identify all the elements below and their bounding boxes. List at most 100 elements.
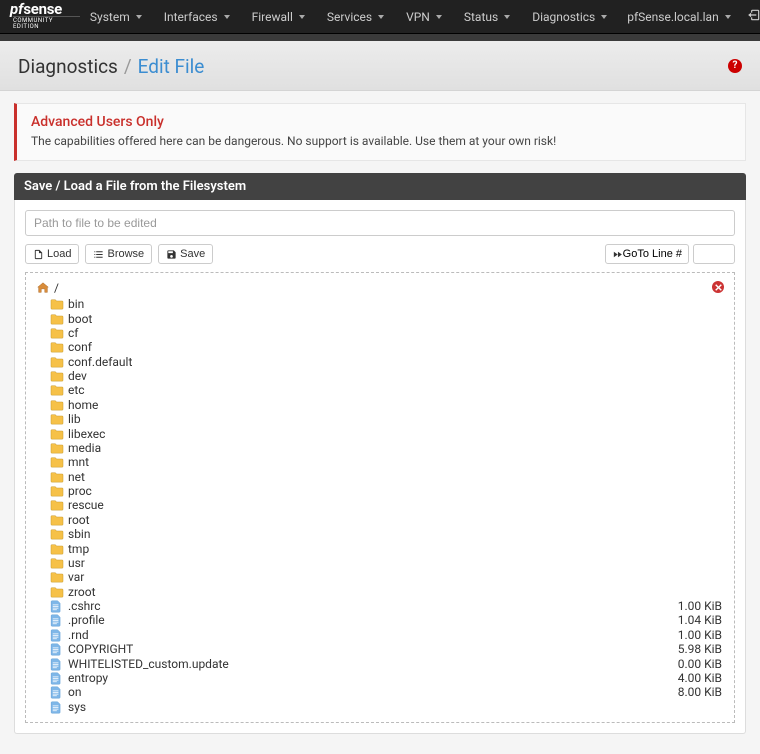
- item-name: cf: [68, 326, 724, 340]
- save-button[interactable]: Save: [158, 244, 213, 264]
- file-row[interactable]: .profile1.04 KiB: [50, 613, 724, 627]
- folder-row[interactable]: sbin: [50, 527, 724, 541]
- item-name: bin: [68, 297, 724, 311]
- folder-row[interactable]: home: [50, 398, 724, 412]
- logout-icon: [747, 8, 760, 22]
- load-button[interactable]: Load: [25, 244, 79, 264]
- brand-main: sense: [23, 2, 62, 17]
- folder-row[interactable]: etc: [50, 383, 724, 397]
- file-row[interactable]: WHITELISTED_custom.update0.00 KiB: [50, 656, 724, 670]
- nav-hostname[interactable]: pfSense.local.lan: [617, 2, 740, 32]
- navbar-shadow: [0, 33, 760, 41]
- panel-header: Save / Load a File from the Filesystem: [14, 173, 746, 200]
- folder-icon: [50, 543, 64, 555]
- nav-item-system[interactable]: System: [80, 2, 152, 32]
- warning-alert: Advanced Users Only The capabilities off…: [14, 103, 746, 161]
- brand[interactable]: pf sense COMMUNITY EDITION: [10, 2, 80, 31]
- file-icon: [50, 643, 64, 655]
- item-name: conf: [68, 340, 724, 354]
- folder-row[interactable]: root: [50, 513, 724, 527]
- file-path-input[interactable]: [25, 210, 735, 236]
- item-name: zroot: [68, 585, 724, 599]
- close-icon: [715, 284, 722, 291]
- file-list: binbootcfconfconf.defaultdevetchomelibli…: [36, 297, 724, 714]
- item-name: boot: [68, 312, 724, 326]
- folder-row[interactable]: libexec: [50, 426, 724, 440]
- breadcrumb-sub[interactable]: Edit File: [138, 55, 205, 78]
- hostname-label: pfSense.local.lan: [627, 10, 718, 24]
- folder-row[interactable]: conf: [50, 340, 724, 354]
- folder-row[interactable]: dev: [50, 369, 724, 383]
- folder-icon: [50, 528, 64, 540]
- folder-row[interactable]: cf: [50, 326, 724, 340]
- nav-item-firewall[interactable]: Firewall: [242, 2, 315, 32]
- folder-row[interactable]: zroot: [50, 585, 724, 599]
- chevron-down-icon: [504, 15, 510, 19]
- folder-row[interactable]: rescue: [50, 498, 724, 512]
- item-name: conf.default: [68, 355, 724, 369]
- close-browser-button[interactable]: [712, 281, 724, 293]
- chevron-down-icon: [299, 15, 305, 19]
- file-icon: [50, 672, 64, 684]
- line-number-input[interactable]: [693, 244, 735, 264]
- breadcrumb-main[interactable]: Diagnostics: [18, 55, 118, 78]
- item-size: 0.00 KiB: [678, 657, 724, 671]
- file-row[interactable]: entropy4.00 KiB: [50, 671, 724, 685]
- file-row[interactable]: .rnd1.00 KiB: [50, 628, 724, 642]
- folder-row[interactable]: conf.default: [50, 355, 724, 369]
- nav-item-services[interactable]: Services: [317, 2, 394, 32]
- folder-icon: [50, 471, 64, 483]
- save-icon: [166, 249, 177, 260]
- nav-item-vpn[interactable]: VPN: [396, 2, 452, 32]
- folder-row[interactable]: var: [50, 570, 724, 584]
- nav-label: Interfaces: [164, 10, 218, 24]
- alert-title: Advanced Users Only: [31, 114, 731, 130]
- item-name: .rnd: [68, 628, 678, 642]
- item-size: 8.00 KiB: [678, 685, 724, 699]
- browse-button[interactable]: Browse: [85, 244, 152, 264]
- logout-button[interactable]: [741, 2, 760, 31]
- goto-label: GoTo Line #: [623, 248, 682, 260]
- folder-row[interactable]: bin: [50, 297, 724, 311]
- folder-row[interactable]: tmp: [50, 541, 724, 555]
- item-size: 1.00 KiB: [678, 599, 724, 613]
- item-size: 1.04 KiB: [678, 613, 724, 627]
- folder-row[interactable]: boot: [50, 311, 724, 325]
- file-row[interactable]: COPYRIGHT5.98 KiB: [50, 642, 724, 656]
- file-icon: [33, 249, 44, 260]
- file-row[interactable]: .cshrc1.00 KiB: [50, 599, 724, 613]
- folder-icon: [50, 571, 64, 583]
- nav-item-status[interactable]: Status: [454, 2, 520, 32]
- folder-row[interactable]: media: [50, 441, 724, 455]
- load-label: Load: [47, 248, 71, 260]
- nav-label: VPN: [406, 10, 430, 24]
- browser-root-row[interactable]: /: [36, 281, 724, 295]
- root-label: /: [54, 281, 59, 295]
- nav-label: Firewall: [252, 10, 293, 24]
- home-icon: [36, 281, 50, 295]
- nav-item-interfaces[interactable]: Interfaces: [154, 2, 240, 32]
- folder-row[interactable]: lib: [50, 412, 724, 426]
- folder-icon: [50, 428, 64, 440]
- folder-icon: [50, 341, 64, 353]
- folder-row[interactable]: proc: [50, 484, 724, 498]
- item-name: tmp: [68, 542, 724, 556]
- file-row[interactable]: sys: [50, 700, 724, 714]
- file-icon: [50, 686, 64, 698]
- page-header: Diagnostics / Edit File ?: [0, 41, 760, 91]
- folder-row[interactable]: usr: [50, 556, 724, 570]
- help-icon[interactable]: ?: [728, 59, 742, 73]
- folder-row[interactable]: net: [50, 470, 724, 484]
- brand-prefix: pf: [10, 2, 23, 17]
- folder-row[interactable]: mnt: [50, 455, 724, 469]
- item-name: usr: [68, 556, 724, 570]
- nav-item-diagnostics[interactable]: Diagnostics: [522, 2, 617, 32]
- save-label: Save: [180, 248, 205, 260]
- page-content: Advanced Users Only The capabilities off…: [0, 91, 760, 754]
- file-row[interactable]: on8.00 KiB: [50, 685, 724, 699]
- item-size: 4.00 KiB: [678, 671, 724, 685]
- file-icon: [50, 600, 64, 612]
- folder-icon: [50, 399, 64, 411]
- goto-line-button[interactable]: GoTo Line #: [605, 244, 689, 264]
- file-icon: [50, 614, 64, 626]
